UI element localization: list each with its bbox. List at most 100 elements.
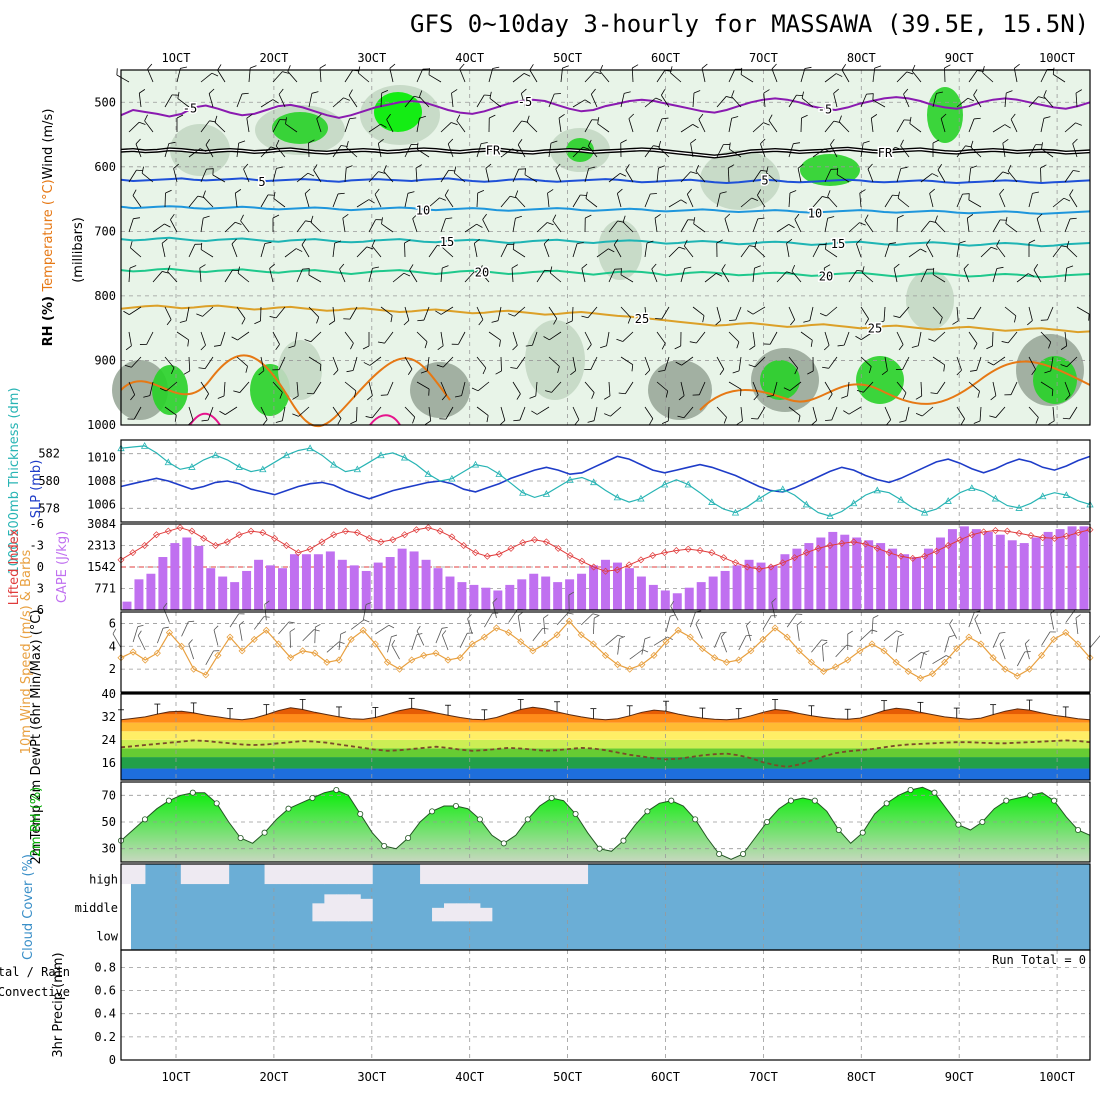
rh-tick: 30 — [102, 842, 116, 856]
wind10m-marker — [226, 633, 234, 641]
wind-barb-shaft — [164, 143, 170, 158]
wind-barb-shaft — [976, 356, 982, 371]
wind-barb-flag — [1051, 389, 1054, 397]
cape-bar — [421, 559, 431, 610]
wind-barb — [824, 381, 833, 400]
cape-bar — [912, 557, 922, 610]
wind10m-marker — [589, 640, 597, 648]
wind-barb-flag — [582, 146, 590, 150]
wind-barb-shaft — [966, 218, 970, 233]
wind-barb-shaft — [520, 93, 526, 108]
wind-barb-shaft — [664, 356, 670, 371]
wind-barb — [716, 144, 731, 158]
lifted-index-marker — [460, 542, 468, 549]
wind-barb-shaft — [1064, 218, 1071, 233]
wind-barb-shaft — [529, 69, 538, 83]
wind-barb-flag — [604, 413, 611, 417]
wind-barb-shaft — [587, 306, 598, 318]
wind10m-marker — [686, 633, 694, 641]
wind-barb — [807, 356, 814, 375]
wind10m-barb — [416, 625, 425, 646]
wind-barb — [952, 306, 959, 325]
wind-barb-flag — [937, 164, 943, 171]
wind-barb-shaft — [415, 168, 418, 183]
isotherm-line — [120, 304, 1091, 334]
wind-barb-flag — [372, 266, 380, 269]
wind-barb-flag — [276, 166, 284, 169]
wind-barb-flag — [350, 420, 357, 425]
wind10m-marker — [844, 656, 852, 664]
wind-barb-flag — [328, 320, 335, 325]
wind-barb-shaft — [423, 306, 430, 321]
wind-barb-flag — [138, 121, 146, 125]
wind-barb — [200, 72, 219, 83]
wind10m-barb — [974, 614, 982, 635]
wind-barb — [644, 240, 654, 258]
wind-barb — [788, 190, 797, 208]
wind-barb — [999, 188, 1006, 208]
wind-barb-flag — [342, 213, 349, 219]
slp-marker — [211, 451, 220, 459]
wind-barb-shaft — [188, 244, 196, 258]
cape-bar — [266, 565, 276, 610]
wind-barb — [552, 214, 562, 233]
wind-barb — [339, 263, 346, 283]
wind-barb — [548, 306, 558, 325]
wind-barb-shaft — [693, 223, 706, 233]
wind-barb-flag — [130, 241, 133, 248]
lifted-index-marker — [353, 529, 361, 537]
wind-barb — [476, 94, 491, 108]
wind10m-barb-flag — [137, 630, 142, 636]
wind-barb-shaft — [404, 356, 413, 370]
wind-barb-flag — [371, 239, 376, 247]
wind10m-barb-flag — [441, 630, 447, 636]
wind-barb-flag — [803, 320, 810, 323]
wind-barb-flag — [970, 165, 978, 169]
wind-barb-shaft — [535, 381, 538, 396]
wind-barb-shaft — [296, 172, 309, 183]
wind-barb-shaft — [416, 381, 430, 390]
wind-barb — [179, 306, 190, 323]
wind-barb — [855, 331, 874, 340]
wind-barb-shaft — [824, 331, 830, 346]
wind-barb — [141, 166, 154, 183]
slp-marker — [849, 499, 858, 507]
wind-barb-flag — [1069, 217, 1077, 220]
wind-barb-shaft — [440, 268, 443, 283]
wind10m-barb-flag — [821, 639, 828, 642]
wind-barb — [776, 271, 794, 283]
wind-barb-flag — [304, 339, 312, 343]
wind-barb-flag — [1063, 197, 1071, 202]
slp-marker — [566, 475, 574, 483]
wind-barb-shaft — [824, 169, 832, 183]
cape-bar — [828, 531, 838, 610]
wind-barb-shaft — [584, 331, 592, 345]
cape-bar — [289, 554, 299, 610]
wind-barb — [644, 97, 663, 108]
wind-barb — [982, 66, 994, 83]
wind-barb-flag — [1035, 417, 1039, 424]
wind-barb — [932, 139, 940, 157]
wind10m-marker — [819, 667, 828, 675]
lifted-index-tick: 3 — [37, 582, 44, 596]
wind-barb-shaft — [383, 171, 394, 183]
wind-barb-shaft — [661, 306, 670, 320]
wind-barb-shaft — [272, 71, 283, 83]
wind-barb — [837, 331, 850, 347]
wind-barb-shaft — [704, 273, 717, 283]
lifted-index-marker — [1062, 532, 1070, 540]
wind10m-barb — [746, 620, 752, 641]
wind-barb-shaft — [1064, 381, 1071, 396]
wind-barb-flag — [804, 66, 812, 69]
isotherm-line — [120, 354, 451, 428]
wind-barb-flag — [811, 420, 817, 426]
wind-barb-flag — [934, 215, 938, 223]
wind-barb — [680, 124, 699, 133]
wind-barb-flag — [877, 320, 885, 324]
wind-barb-flag — [159, 387, 167, 392]
wind-barb — [585, 191, 598, 208]
wind-barb — [526, 115, 538, 133]
wind-barb-flag — [962, 193, 970, 195]
slp-marker — [542, 490, 551, 497]
wind-barb-flag — [139, 89, 146, 94]
